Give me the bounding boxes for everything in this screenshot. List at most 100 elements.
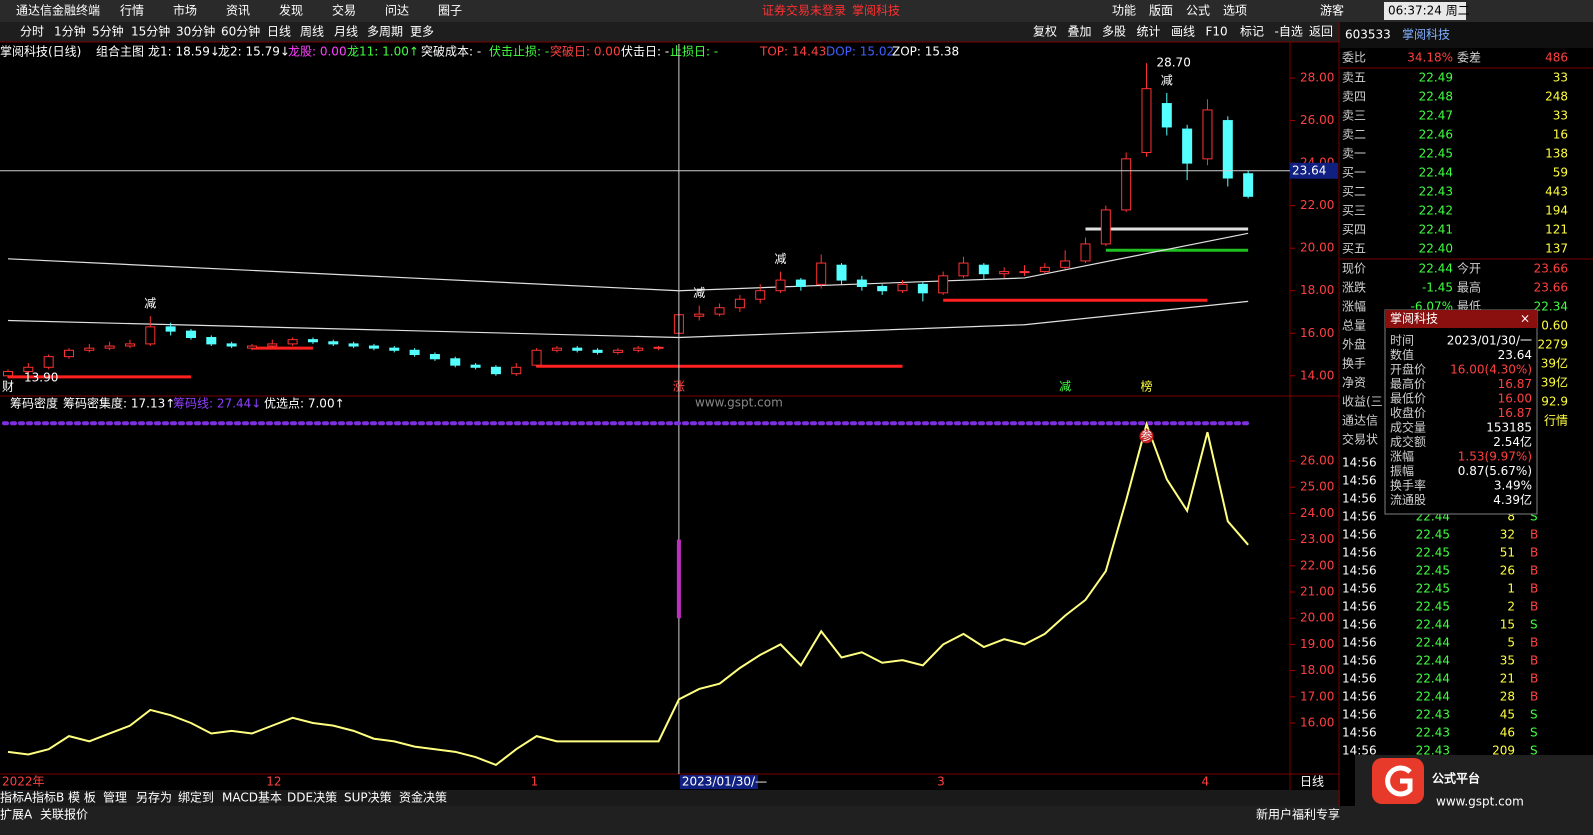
stat-value: 23.66 — [1534, 262, 1568, 276]
candle-body — [1060, 260, 1071, 268]
tick-side: S — [1530, 726, 1538, 740]
toolbar-button[interactable]: 复权 — [1033, 25, 1057, 39]
y-tick-label: 22.00 — [1300, 558, 1334, 572]
period-button[interactable]: 分时 — [20, 25, 44, 39]
menu-item[interactable]: 问达 — [385, 4, 409, 18]
menu-item[interactable]: 发现 — [279, 3, 303, 18]
book-label: 买四 — [1342, 223, 1366, 237]
tick-volume: 51 — [1500, 546, 1515, 560]
candle-body — [653, 346, 664, 349]
user[interactable]: 游客 — [1320, 3, 1344, 18]
menu-item[interactable]: 公式 — [1186, 4, 1210, 18]
candle-body — [1182, 128, 1193, 164]
popup — [1384, 309, 1538, 515]
period-button[interactable]: 1分钟 — [54, 24, 86, 39]
indicator-label: ZOP: 15.38 — [892, 45, 959, 59]
toolbar-button[interactable]: 标记 — [1240, 25, 1264, 39]
period-button[interactable]: 更多 — [410, 25, 434, 39]
period-button[interactable]: 月线 — [334, 25, 358, 39]
toolbar-button[interactable]: F10 — [1206, 25, 1228, 39]
menu-item[interactable]: 行情 — [120, 4, 144, 18]
book-volume: 33 — [1553, 109, 1568, 123]
candle-body — [450, 358, 461, 366]
stat-label: 最高 — [1457, 280, 1481, 295]
popup-value: 16.00(4.30%) — [1450, 363, 1532, 377]
indicator-tab[interactable]: 指标A — [0, 790, 33, 805]
period-button[interactable]: 日线 — [267, 25, 291, 39]
y-tick-label: 19.00 — [1300, 637, 1334, 651]
popup-label: 最低价 — [1390, 392, 1426, 406]
popup-value: 4.39亿 — [1493, 492, 1532, 507]
indicator-tab[interactable]: MACD基本 — [222, 791, 282, 805]
candle-body — [592, 349, 603, 353]
candle-body — [795, 279, 806, 287]
book-volume: 33 — [1553, 71, 1568, 85]
toolbar-button[interactable]: 多股 — [1102, 25, 1126, 39]
popup-close: × — [1520, 312, 1530, 326]
tick-time: 14:56 — [1342, 690, 1377, 704]
candle-body — [1222, 120, 1233, 179]
toolbar-button[interactable]: 画线 — [1171, 25, 1195, 39]
tick-side: S — [1530, 618, 1538, 632]
candle-body — [714, 307, 725, 315]
clock-bg — [1384, 2, 1466, 20]
bottom-tab[interactable]: 关联报价 — [40, 807, 88, 822]
menu-item[interactable]: 版面 — [1149, 4, 1173, 18]
indicator-tab[interactable]: 绑定到 — [178, 790, 214, 805]
period-button[interactable]: 30分钟 — [176, 24, 215, 39]
indicator-label: 伏击日: - — [621, 45, 669, 59]
candle-body — [23, 366, 34, 373]
indicator-tab[interactable]: SUP决策 — [344, 791, 392, 805]
period-button[interactable]: 60分钟 — [221, 24, 260, 39]
y-tick-label: 20.00 — [1300, 611, 1334, 625]
candle-body — [775, 279, 786, 292]
candle-body — [389, 347, 400, 351]
candle-body — [978, 264, 989, 275]
tick-side: B — [1530, 654, 1538, 668]
menu-item[interactable]: 选项 — [1223, 4, 1247, 18]
candle-body — [409, 349, 420, 356]
stat-label: 净资 — [1342, 376, 1366, 390]
toolbar-button[interactable]: 统计 — [1137, 25, 1161, 39]
period-button[interactable]: 5分钟 — [92, 24, 124, 39]
menu-item[interactable]: 市场 — [173, 3, 197, 18]
toolbar-button[interactable]: -自选 — [1275, 25, 1303, 39]
indicator-tab[interactable]: 管理 — [103, 790, 127, 805]
indicator-tab[interactable]: 另存为 — [136, 791, 172, 805]
toolbar-button[interactable]: 返回 — [1309, 25, 1333, 39]
indicator-tab[interactable]: 资金决策 — [399, 790, 447, 805]
candle-body — [84, 347, 95, 351]
tick-side: S — [1530, 510, 1538, 524]
period-button[interactable]: 周线 — [300, 25, 324, 39]
tick-price: 22.45 — [1416, 546, 1450, 560]
indicator-tab[interactable]: 模 板 — [68, 791, 96, 805]
popup-label: 换手率 — [1390, 478, 1426, 493]
indicator-tab[interactable]: 指标B — [32, 790, 64, 805]
book-price: 22.40 — [1419, 242, 1453, 256]
tick-time: 14:56 — [1342, 474, 1377, 488]
bottom-tab[interactable]: 扩展A — [0, 808, 33, 822]
popup-label: 时间 — [1390, 334, 1414, 348]
candle-body — [755, 290, 766, 300]
popup-value: 16.00 — [1498, 392, 1532, 406]
menu-item[interactable]: 圈子 — [438, 4, 462, 18]
watermark: www.gspt.com — [695, 396, 783, 410]
menu-item[interactable]: 资讯 — [226, 4, 250, 18]
tick-side: B — [1530, 600, 1538, 614]
stat-label: 现价 — [1342, 262, 1366, 276]
menu-item[interactable]: 功能 — [1112, 4, 1136, 18]
candle-body — [917, 283, 928, 294]
candle-body — [368, 345, 379, 349]
candle-body — [1100, 209, 1111, 245]
period-button[interactable]: 多周期 — [367, 25, 403, 39]
period-button[interactable]: 15分钟 — [131, 24, 170, 39]
toolbar-button[interactable]: 叠加 — [1068, 25, 1092, 39]
promo[interactable]: 新用户福利专享 — [1256, 807, 1340, 822]
popup-value: 2.54亿 — [1493, 434, 1532, 449]
tick-price: 22.45 — [1416, 582, 1450, 596]
popup-value: 0.87(5.67%) — [1458, 464, 1532, 478]
candle-body — [938, 275, 949, 294]
indicator-tab[interactable]: DDE决策 — [287, 791, 337, 805]
menu-item[interactable]: 交易 — [332, 3, 356, 18]
tick-volume: 21 — [1500, 672, 1515, 686]
